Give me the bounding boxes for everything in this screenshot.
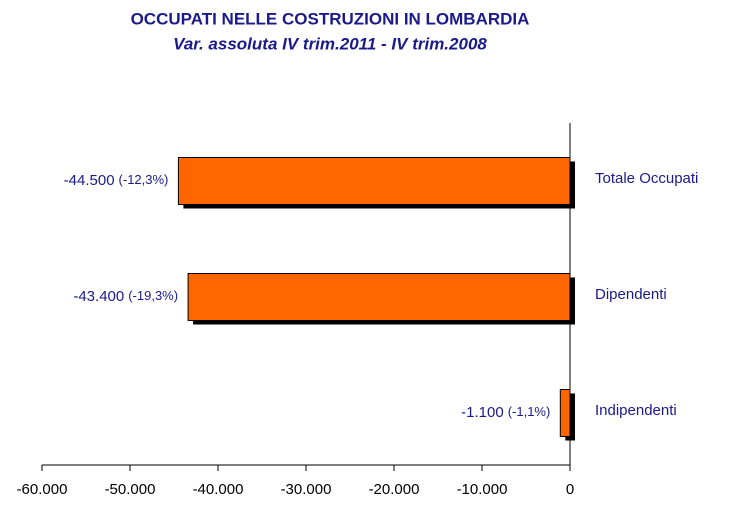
value-share: (-12,3%): [119, 172, 169, 187]
x-tick-label: -20.000: [369, 481, 420, 498]
value-number: -1.100: [461, 404, 504, 421]
value-label: -44.500 (-12,3%): [64, 172, 169, 189]
x-tick-label: -10.000: [457, 481, 508, 498]
value-label: -43.400 (-19,3%): [73, 288, 178, 305]
value-number: -44.500: [64, 172, 115, 189]
category-label: Dipendenti: [595, 286, 667, 303]
category-label: Indipendenti: [595, 402, 677, 419]
x-tick-label: 0: [566, 481, 574, 498]
x-tick-label: -60.000: [17, 481, 68, 498]
x-tick-label: -40.000: [193, 481, 244, 498]
value-share: (-19,3%): [128, 288, 178, 303]
category-label: Totale Occupati: [595, 170, 698, 187]
bar: [187, 273, 571, 321]
value-share: (-1,1%): [508, 404, 551, 419]
chart-subtitle: Var. assoluta IV trim.2011 - IV trim.200…: [173, 34, 487, 53]
x-tick-label: -50.000: [105, 481, 156, 498]
value-number: -43.400: [73, 288, 124, 305]
chart-title: OCCUPATI NELLE COSTRUZIONI IN LOMBARDIA: [131, 9, 530, 28]
bar: [177, 157, 571, 205]
value-label: -1.100 (-1,1%): [461, 404, 550, 421]
x-tick-label: -30.000: [281, 481, 332, 498]
bar: [559, 389, 571, 437]
